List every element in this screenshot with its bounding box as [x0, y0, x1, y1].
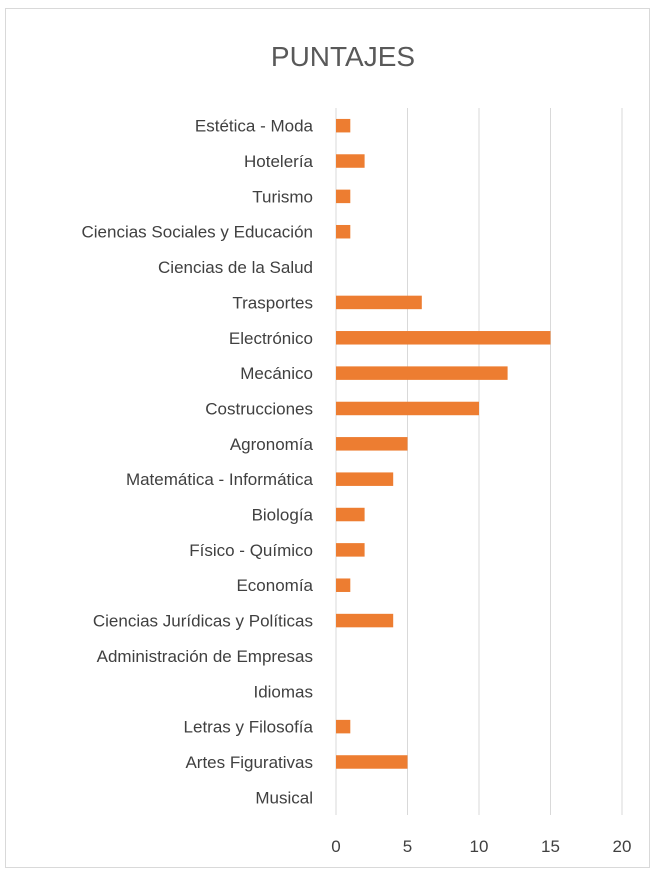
bar — [336, 613, 394, 628]
bars — [336, 118, 551, 769]
bar — [336, 331, 551, 345]
bar — [336, 472, 394, 486]
x-tick-label: 10 — [470, 837, 489, 856]
category-label: Costrucciones — [205, 399, 313, 418]
category-label: Musical — [255, 788, 313, 807]
bar — [336, 437, 408, 451]
bar — [336, 719, 351, 734]
bar — [336, 401, 479, 416]
chart-title: PUNTAJES — [271, 41, 415, 72]
chart-frame — [5, 8, 650, 868]
category-label: Mecánico — [240, 364, 313, 383]
bar — [336, 507, 365, 522]
category-label: Hotelería — [244, 152, 314, 171]
category-label: Letras y Filosofía — [184, 718, 314, 737]
gridlines — [335, 108, 623, 815]
category-labels: Estética - Moda Hotelería Turismo Ciencias … — [81, 117, 313, 808]
bar — [336, 755, 408, 769]
category-label: Ciencias Sociales y Educación — [81, 223, 313, 242]
category-label: Electrónico — [229, 329, 313, 348]
category-label: Ciencias de la Salud — [158, 258, 313, 277]
category-label: Turismo — [252, 187, 313, 206]
category-label: Administración de Empresas — [97, 647, 313, 666]
category-label: Artes Figurativas — [185, 753, 313, 772]
bar — [336, 578, 351, 592]
x-tick-label: 20 — [613, 837, 632, 856]
bar — [336, 295, 422, 310]
bar — [336, 366, 508, 380]
x-tick-label: 15 — [541, 837, 560, 856]
x-axis-tick-labels: 0 5 10 15 20 — [331, 837, 631, 856]
x-tick-label: 0 — [331, 837, 340, 856]
x-tick-label: 5 — [403, 837, 412, 856]
category-label: Trasportes — [232, 293, 313, 312]
bar — [336, 118, 351, 133]
bar — [336, 189, 351, 204]
category-label: Economía — [236, 576, 313, 595]
category-label: Ciencias Jurídicas y Políticas — [93, 612, 313, 631]
category-label: Estética - Moda — [195, 117, 314, 136]
bar — [336, 154, 365, 168]
category-label: Biología — [252, 506, 314, 525]
category-label: Agronomía — [230, 435, 314, 454]
category-label: Idiomas — [253, 682, 313, 701]
category-label: Físico - Químico — [189, 541, 313, 560]
bar — [336, 224, 351, 239]
category-label: Matemática - Informática — [126, 470, 314, 489]
bar — [336, 543, 365, 557]
